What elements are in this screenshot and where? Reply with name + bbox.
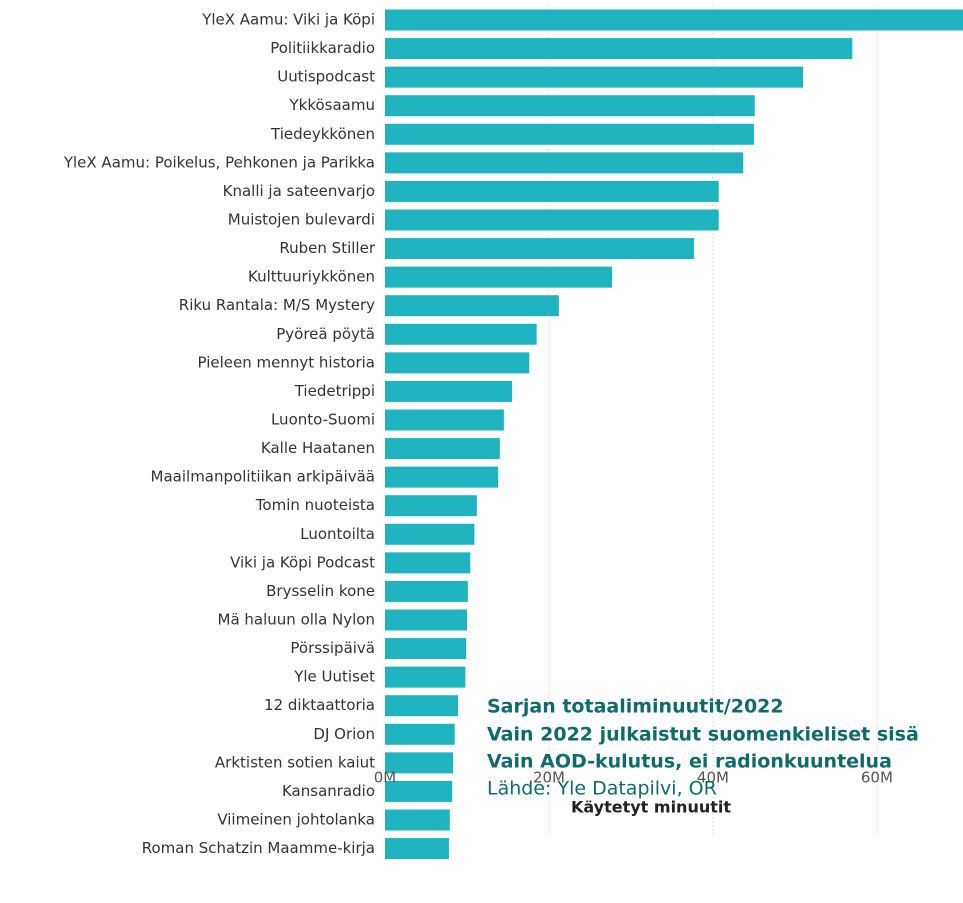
bar <box>385 209 719 231</box>
bar <box>385 752 454 774</box>
y-tick-label: Pörssipäivä <box>290 639 375 657</box>
y-tick-label: Mä haluun olla Nylon <box>218 611 375 629</box>
bar <box>385 495 477 517</box>
bar <box>385 666 466 688</box>
bar <box>385 38 853 60</box>
bar <box>385 266 613 288</box>
x-tick-label: 40M <box>697 769 729 787</box>
bar <box>385 180 719 202</box>
y-tick-label: Muistojen bulevardi <box>228 211 375 229</box>
y-tick-label: Kansanradio <box>282 782 375 800</box>
y-tick-label: Arktisten sotien kaiut <box>215 753 375 771</box>
bar <box>385 466 499 488</box>
bar <box>385 695 458 717</box>
bar <box>385 723 455 745</box>
bar <box>385 95 755 117</box>
x-tick-label: 0M <box>374 769 397 787</box>
bar <box>385 552 471 574</box>
bar <box>385 323 537 345</box>
y-tick-label: Tomin nuoteista <box>255 496 375 514</box>
y-tick-label: Riku Rantala: M/S Mystery <box>179 296 375 314</box>
y-tick-label: Kulttuuriykkönen <box>248 268 375 286</box>
y-tick-label: Pyöreä pöytä <box>276 325 375 343</box>
annotation: Sarjan totaaliminuutit/2022 <box>487 696 784 718</box>
y-tick-label: DJ Orion <box>313 725 375 743</box>
bar <box>385 152 744 174</box>
bar <box>385 609 467 631</box>
y-tick-label: Maailmanpolitiikan arkipäivää <box>151 468 375 486</box>
y-tick-label: Tiedeykkönen <box>270 125 375 143</box>
y-tick-label: Luonto-Suomi <box>271 411 375 429</box>
y-tick-label: Ruben Stiller <box>279 239 375 257</box>
y-tick-label: Viki ja Köpi Podcast <box>230 553 375 571</box>
x-tick-label: 20M <box>533 769 565 787</box>
y-tick-label: Brysselin kone <box>266 582 375 600</box>
annotation: Lähde: Yle Datapilvi, OR <box>487 778 717 800</box>
bar <box>385 295 559 317</box>
bar <box>385 638 467 660</box>
y-tick-label: Tiedetrippi <box>294 382 375 400</box>
y-tick-label: Pieleen mennyt historia <box>198 353 375 371</box>
bar <box>385 66 804 88</box>
bar <box>385 409 504 431</box>
bar <box>385 523 475 545</box>
x-tick-label: 60M <box>861 769 893 787</box>
y-tick-label: Kalle Haatanen <box>261 439 375 457</box>
y-tick-label: YleX Aamu: Viki ja Köpi <box>201 11 375 29</box>
bar <box>385 123 754 145</box>
y-tick-label: Viimeinen johtolanka <box>217 811 375 829</box>
bar <box>385 352 530 374</box>
y-tick-label: Knalli ja sateenvarjo <box>223 182 375 200</box>
y-tick-label: Politiikkaradio <box>270 39 375 57</box>
y-tick-label: Uutispodcast <box>277 68 375 86</box>
y-tick-label: Ykkösaamu <box>289 96 376 114</box>
bar <box>385 780 453 802</box>
y-tick-label: Roman Schatzin Maamme-kirja <box>142 839 375 857</box>
bar <box>385 580 468 602</box>
bar <box>385 809 450 831</box>
annotation: Vain 2022 julkaistut suomenkieliset sisä <box>487 724 919 746</box>
annotation: Vain AOD-kulutus, ei radionkuuntelua <box>487 751 892 773</box>
bar <box>385 438 500 460</box>
bar <box>385 838 449 860</box>
y-tick-label: YleX Aamu: Poikelus, Pehkonen ja Parikka <box>63 153 375 171</box>
bar <box>385 380 513 402</box>
y-tick-label: Yle Uutiset <box>293 668 375 686</box>
y-tick-label: 12 diktaattoria <box>264 696 375 714</box>
bar <box>385 238 695 260</box>
bar <box>385 9 963 31</box>
y-tick-label: Luontoilta <box>300 525 375 543</box>
bars <box>385 9 963 860</box>
x-axis-title: Käytetyt minuutit <box>571 798 731 817</box>
